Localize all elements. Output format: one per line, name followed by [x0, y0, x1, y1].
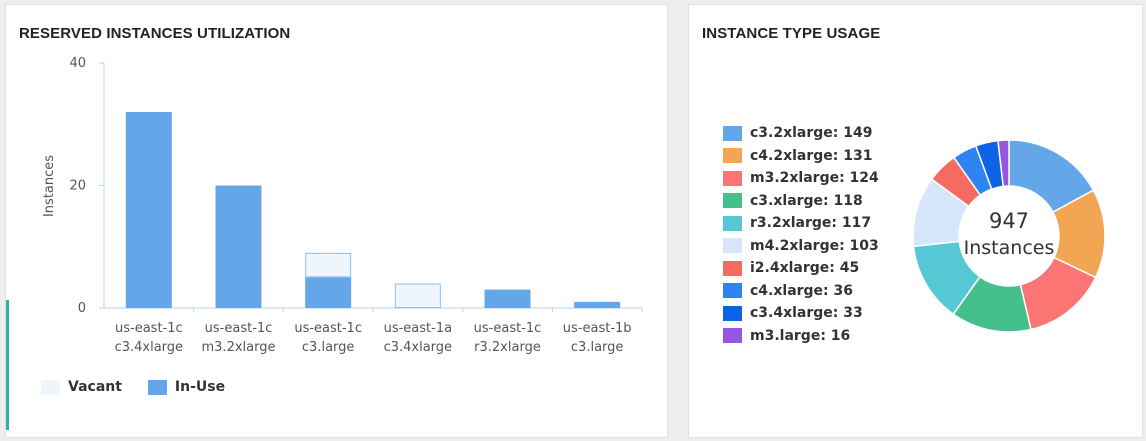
x-tick-label: c3.4xlarge	[115, 340, 183, 355]
pie-legend-item[interactable]: m4.2xlarge: 103	[723, 235, 879, 258]
x-tick-label: r3.2xlarge	[474, 340, 541, 355]
x-tick-label: m3.2xlarge	[202, 340, 276, 355]
pie-legend-label: c3.4xlarge: 33	[750, 305, 863, 322]
bar-in-use[interactable]	[215, 185, 262, 309]
pie-legend-swatch	[723, 170, 742, 186]
type-usage-donut-chart: 947 Instances	[912, 139, 1106, 333]
y-tick-label: 0	[78, 301, 86, 316]
pie-legend-item[interactable]: i2.4xlarge: 45	[723, 257, 879, 280]
x-tick-label: us-east-1c	[294, 321, 362, 336]
pie-legend-swatch	[723, 215, 742, 231]
legend-item-vacant[interactable]: Vacant	[41, 379, 122, 395]
pie-legend-item[interactable]: c3.4xlarge: 33	[723, 302, 879, 325]
legend-swatch-vacant	[41, 379, 60, 395]
utilization-panel: RESERVED INSTANCES UTILIZATION 0 20 40 Inst…	[5, 4, 668, 438]
pie-legend-label: m4.2xlarge: 103	[750, 237, 879, 254]
pie-legend-swatch	[723, 305, 742, 321]
pie-legend-label: m3.large: 16	[750, 327, 851, 344]
pie-legend-label: r3.2xlarge: 117	[750, 215, 872, 232]
x-tick-label: c3.4xlarge	[384, 340, 452, 355]
pie-slice[interactable]	[997, 139, 1010, 188]
bar-in-use[interactable]	[574, 301, 621, 308]
pie-legend-swatch	[723, 193, 742, 209]
pie-legend-swatch	[723, 283, 742, 299]
bar-vacant[interactable]	[305, 252, 352, 278]
pie-legend-swatch	[723, 260, 742, 276]
pie-legend-item[interactable]: c3.2xlarge: 149	[723, 122, 879, 145]
legend-label-vacant: Vacant	[68, 379, 122, 395]
pie-legend-label: c4.2xlarge: 131	[750, 147, 873, 164]
legend-swatch-in-use	[147, 379, 167, 395]
pie-legend-label: i2.4xlarge: 45	[750, 260, 860, 277]
pie-legend-label: c3.2xlarge: 149	[750, 125, 873, 142]
x-tick-label: c3.large	[571, 340, 624, 355]
bar-in-use[interactable]	[125, 112, 172, 308]
y-axis-title: Instances	[42, 155, 57, 217]
y-tick-label: 20	[69, 179, 86, 194]
x-tick-label: us-east-1a	[384, 321, 452, 336]
edge-accent-bar	[6, 300, 9, 430]
pie-legend-item[interactable]: m3.large: 16	[723, 325, 879, 348]
type-usage-title: INSTANCE TYPE USAGE	[702, 25, 881, 42]
x-tick-label: us-east-1c	[115, 321, 183, 336]
utilization-title: RESERVED INSTANCES UTILIZATION	[19, 25, 291, 42]
pie-legend-item[interactable]: r3.2xlarge: 117	[723, 212, 879, 235]
bar-in-use[interactable]	[484, 289, 531, 308]
bar-vacant[interactable]	[394, 283, 441, 308]
pie-legend-item[interactable]: c4.xlarge: 36	[723, 280, 879, 303]
donut-center-label: Instances	[964, 237, 1055, 259]
utilization-bar-chart: 0 20 40 Instances us-east-1c c3.4xlarge us-eas…	[42, 56, 643, 355]
pie-legend-item[interactable]: c3.xlarge: 118	[723, 190, 879, 213]
pie-legend-item[interactable]: m3.2xlarge: 124	[723, 167, 879, 190]
type-usage-panel: INSTANCE TYPE USAGE c3.2xlarge: 149 c4.2x…	[688, 4, 1143, 438]
pie-legend-swatch	[723, 125, 742, 141]
y-tick-label: 40	[69, 56, 86, 71]
x-tick-label: us-east-1c	[205, 321, 273, 336]
pie-legend-swatch	[723, 328, 742, 344]
pie-legend-swatch	[723, 148, 742, 164]
legend-item-in-use[interactable]: In-Use	[147, 379, 226, 395]
x-tick-label: c3.large	[302, 340, 355, 355]
pie-legend-label: c4.xlarge: 36	[750, 282, 854, 299]
x-tick-label: us-east-1b	[563, 321, 632, 336]
pie-legend-item[interactable]: c4.2xlarge: 131	[723, 145, 879, 168]
utilization-legend: Vacant In-Use	[41, 379, 251, 395]
pie-legend-label: c3.xlarge: 118	[750, 192, 863, 209]
type-usage-legend: c3.2xlarge: 149 c4.2xlarge: 131 m3.2xlarge…	[723, 122, 879, 347]
pie-legend-swatch	[723, 238, 742, 254]
pie-legend-label: m3.2xlarge: 124	[750, 170, 879, 187]
bar-in-use[interactable]	[305, 277, 352, 308]
donut-center-value: 947	[989, 209, 1029, 233]
legend-label-in-use: In-Use	[174, 379, 226, 395]
x-tick-label: us-east-1c	[474, 321, 542, 336]
